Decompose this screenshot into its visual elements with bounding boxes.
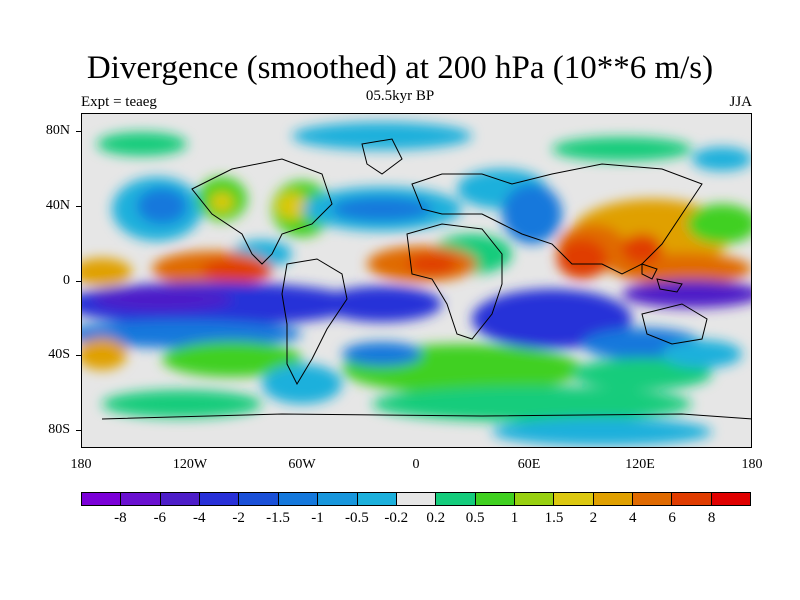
lat-label-40n: 40N	[45, 198, 70, 213]
colorbar-swatch	[396, 493, 437, 505]
colorbar-swatch	[318, 493, 358, 505]
colorbar-swatch	[633, 493, 673, 505]
colorbar-swatch	[514, 493, 555, 505]
colorbar-swatch	[121, 493, 161, 505]
colorbar-swatch	[436, 493, 476, 505]
lon-label-60e: 60E	[517, 457, 541, 472]
colorbar-label: 0.5	[465, 510, 485, 526]
lat-label-80s: 80S	[48, 422, 70, 437]
coastlines	[101, 138, 751, 420]
colorbar-swatch	[672, 493, 712, 505]
lon-label-60w: 60W	[288, 457, 316, 472]
colorbar-swatch	[160, 493, 201, 505]
colorbar-label: 4	[629, 510, 637, 526]
map-plot	[81, 113, 752, 448]
colorbar-label: -6	[153, 510, 167, 526]
experiment-label: Expt = teaeg	[81, 94, 157, 110]
season-label: JJA	[729, 94, 752, 110]
colorbar-label: -4	[192, 510, 206, 526]
colorbar-swatch	[475, 493, 515, 505]
colorbar-swatch	[554, 493, 594, 505]
colorbar-label: 6	[668, 510, 676, 526]
colorbar-label: 1.5	[544, 510, 564, 526]
colorbar-swatch	[278, 493, 319, 505]
colorbar-swatch	[357, 493, 397, 505]
lon-label-120w: 120W	[172, 457, 208, 472]
colorbar-label: 2	[589, 510, 598, 526]
colorbar-label: 8	[707, 510, 716, 526]
colorbar-swatch	[239, 493, 279, 505]
colorbar-swatch	[593, 493, 634, 505]
lon-label-120e: 120E	[625, 457, 655, 472]
colorbar-label: -2	[232, 510, 245, 526]
lat-label-40s: 40S	[48, 347, 70, 362]
lon-label-180e: 180	[741, 457, 763, 472]
lat-label-0: 0	[63, 273, 70, 288]
colorbar	[81, 492, 751, 506]
colorbar-swatch	[200, 493, 240, 505]
colorbar-label: 0.2	[426, 510, 446, 526]
colorbar-label: 1	[510, 510, 519, 526]
lon-label-180w: 180	[70, 457, 92, 472]
colorbar-swatch	[711, 493, 751, 505]
colorbar-swatch	[82, 493, 122, 505]
lat-label-80n: 80N	[45, 123, 70, 138]
colorbar-label: -1	[311, 510, 324, 526]
colorbar-label: -1.5	[266, 510, 290, 526]
figure-title: Divergence (smoothed) at 200 hPa (10**6 …	[86, 50, 714, 86]
divergence-field	[82, 114, 751, 447]
colorbar-label: -0.2	[384, 510, 409, 526]
figure-subtitle: 05.5kyr BP	[365, 88, 435, 104]
lon-label-0: 0	[412, 457, 420, 472]
colorbar-label: -8	[114, 510, 127, 526]
colorbar-label: -0.5	[345, 510, 369, 526]
